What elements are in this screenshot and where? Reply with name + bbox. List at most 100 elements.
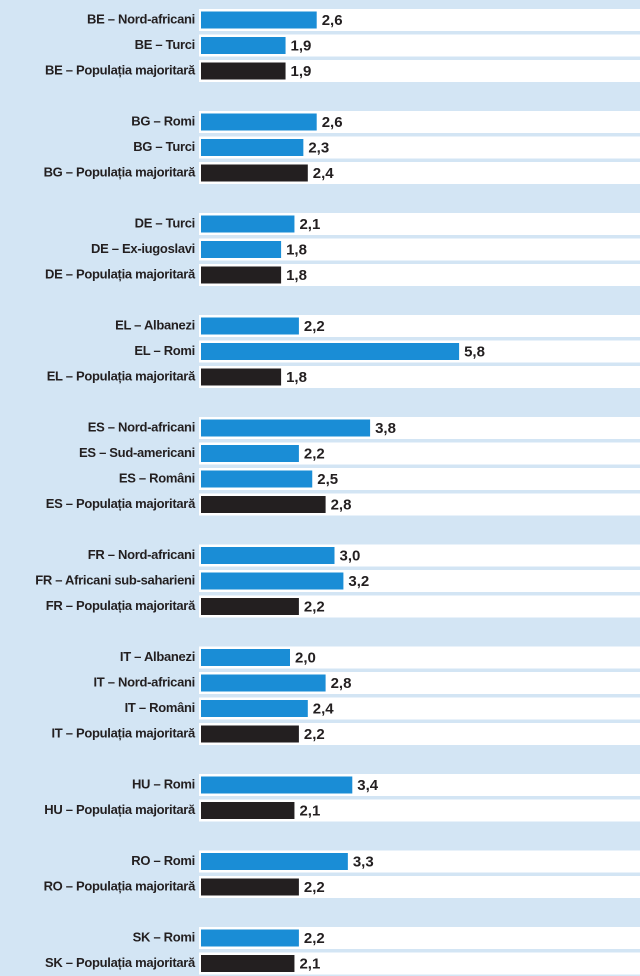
bar: [201, 11, 317, 29]
bar: [201, 547, 335, 564]
bar: [201, 674, 326, 692]
value-label: 2,6: [322, 114, 343, 131]
value-label: 2,2: [304, 318, 325, 335]
value-label: 2,5: [317, 471, 338, 488]
value-label: 2,1: [299, 955, 320, 972]
category-label: EL – Romi: [134, 343, 195, 358]
category-label: SK – Romi: [133, 929, 195, 944]
category-label: IT – Români: [125, 700, 195, 715]
row-band: [199, 697, 640, 720]
value-label: 1,9: [291, 63, 312, 80]
category-label: HU – Populația majoritară: [44, 802, 196, 817]
bar: [201, 368, 282, 386]
category-label: DE – Populația majoritară: [45, 266, 196, 281]
value-label: 3,3: [353, 853, 374, 870]
bar: [201, 776, 353, 794]
value-label: 3,4: [357, 777, 379, 794]
row-band: [199, 366, 640, 388]
value-label: 2,0: [295, 649, 316, 666]
row-band: [199, 799, 640, 822]
category-label: ES – Sud-americani: [79, 445, 195, 460]
row-band: [199, 876, 640, 898]
bar: [201, 878, 299, 896]
bar: [201, 241, 282, 258]
category-label: BG – Turci: [133, 139, 195, 154]
bar: [201, 802, 295, 819]
value-label: 3,0: [340, 547, 361, 564]
value-label: 1,8: [286, 241, 307, 258]
bar: [201, 419, 371, 437]
value-label: 2,6: [322, 12, 343, 29]
category-label: HU – Romi: [132, 776, 195, 791]
category-label: BG – Romi: [131, 113, 195, 128]
bar: [201, 929, 299, 947]
value-label: 1,8: [286, 369, 307, 386]
category-label: IT – Nord-africani: [93, 674, 195, 689]
bar: [201, 649, 290, 666]
category-label: DE – Turci: [135, 215, 195, 230]
value-label: 3,8: [375, 420, 396, 437]
value-label: 2,8: [331, 496, 352, 513]
bar: [201, 343, 460, 360]
category-label: RO – Populația majoritară: [44, 878, 197, 893]
category-label: BG – Populația majoritară: [44, 164, 197, 179]
bar: [201, 470, 313, 488]
category-label: BE – Populația majoritară: [45, 62, 196, 77]
value-label: 2,2: [304, 598, 325, 615]
category-label: RO – Romi: [131, 853, 195, 868]
bar: [201, 955, 295, 972]
category-label: SK – Populația majoritară: [45, 955, 196, 970]
value-label: 2,2: [304, 879, 325, 896]
bar: [201, 37, 286, 54]
bar: [201, 266, 282, 284]
row-band: [199, 162, 640, 184]
value-label: 2,3: [308, 139, 329, 156]
row-band: [199, 442, 640, 465]
row-band: [199, 238, 640, 261]
value-label: 2,1: [299, 802, 320, 819]
bar: [201, 598, 299, 615]
category-label: DE – Ex-iugoslavi: [91, 241, 195, 256]
row-band: [199, 595, 640, 618]
category-label: FR – Populația majoritară: [46, 598, 196, 613]
row-band: [199, 60, 640, 82]
value-label: 1,9: [291, 37, 312, 54]
bar: [201, 496, 326, 513]
category-label: ES – Nord-africani: [88, 419, 195, 434]
category-label: FR – Nord-africani: [88, 547, 195, 562]
value-label: 5,8: [464, 343, 485, 360]
row-band: [199, 646, 640, 669]
category-label: EL – Albanezi: [115, 317, 195, 332]
bar: [201, 139, 304, 156]
bar: [201, 215, 295, 233]
value-label: 3,2: [348, 573, 369, 590]
value-label: 2,1: [299, 216, 320, 233]
bar: [201, 700, 308, 717]
row-band: [199, 264, 640, 286]
bar: [201, 445, 299, 462]
category-label: ES – Români: [119, 470, 195, 485]
category-label: BE – Turci: [135, 37, 195, 52]
bar: [201, 164, 308, 182]
row-band: [199, 927, 640, 949]
row-band: [199, 34, 640, 57]
value-label: 2,2: [304, 930, 325, 947]
value-label: 1,8: [286, 267, 307, 284]
row-band: [199, 136, 640, 159]
bar: [201, 113, 317, 131]
row-band: [199, 952, 640, 975]
category-label: IT – Populația majoritară: [52, 725, 197, 740]
row-band: [199, 213, 640, 235]
category-label: EL – Populația majoritară: [47, 368, 196, 383]
value-label: 2,4: [313, 700, 335, 717]
category-label: IT – Albanezi: [120, 649, 195, 664]
bar: [201, 572, 344, 590]
value-label: 2,4: [313, 165, 335, 182]
bar: [201, 62, 286, 80]
bar: [201, 853, 348, 870]
value-label: 2,8: [331, 675, 352, 692]
row-band: [199, 723, 640, 745]
category-label: ES – Populația majoritară: [46, 496, 196, 511]
bar: [201, 725, 299, 743]
